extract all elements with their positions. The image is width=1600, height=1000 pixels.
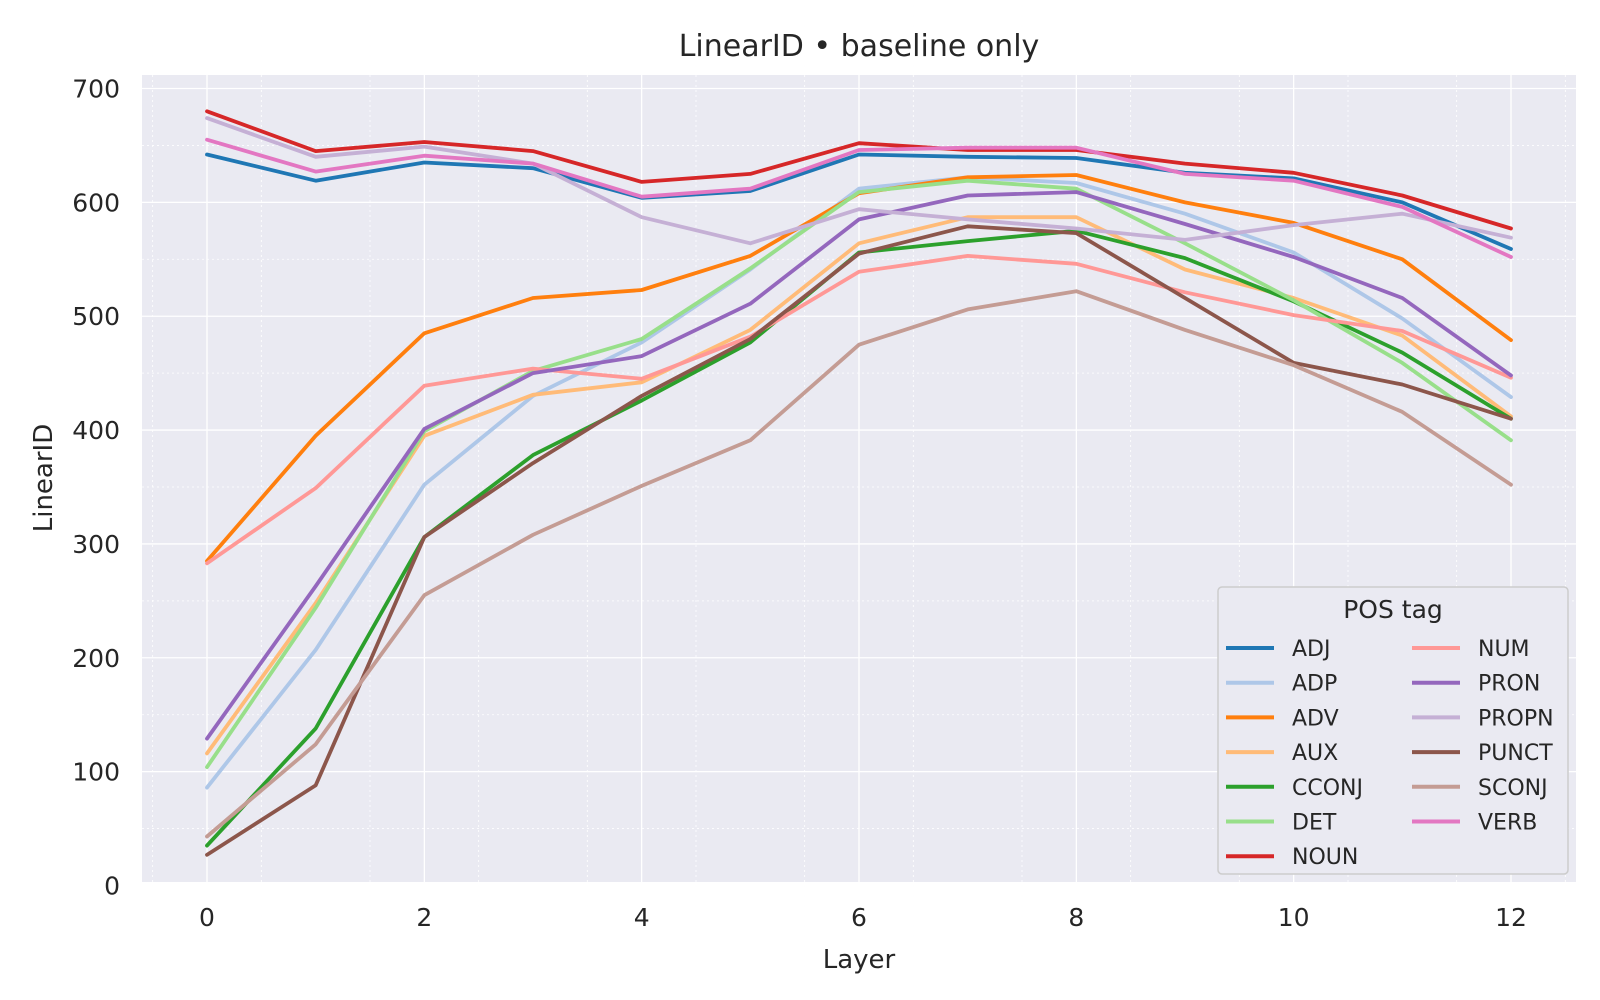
series-line-pron (205, 190, 1513, 741)
y-tick-label: 700 (72, 75, 120, 104)
legend-box (1217, 586, 1569, 875)
series-line-punct (205, 224, 1513, 857)
series-line-propn (205, 116, 1513, 246)
legend-label-adv: ADV (1292, 706, 1339, 731)
x-axis-ticks: 0 2 4 6 8 10 12 (199, 903, 1527, 932)
series-line-noun (205, 109, 1513, 231)
series-lines (205, 109, 1513, 857)
x-tick-label: 2 (416, 903, 432, 932)
legend-label-verb: VERB (1478, 811, 1537, 836)
y-axis-label: LinearID (29, 424, 59, 533)
legend-label-punct: PUNCT (1478, 741, 1553, 766)
legend-label-adj: ADJ (1292, 637, 1330, 662)
legend-title: POS tag (1343, 595, 1443, 624)
y-tick-label: 200 (72, 644, 120, 673)
legend-label-num: NUM (1478, 637, 1530, 662)
y-tick-label: 400 (72, 416, 120, 445)
legend-label-propn: PROPN (1478, 706, 1554, 731)
x-tick-label: 10 (1278, 903, 1310, 932)
chart-title: LinearID • baseline only (679, 29, 1040, 64)
x-tick-label: 4 (634, 903, 650, 932)
x-tick-label: 12 (1495, 903, 1527, 932)
series-line-num (205, 253, 1513, 566)
series-line-aux (205, 215, 1513, 756)
series-line-adp (205, 175, 1513, 790)
y-tick-label: 0 (104, 872, 120, 901)
series-line-verb (205, 137, 1513, 259)
x-tick-label: 6 (851, 903, 867, 932)
legend-label-det: DET (1292, 811, 1337, 836)
y-tick-label: 100 (72, 758, 120, 787)
series-line-adj (205, 152, 1513, 251)
x-axis-label: Layer (823, 945, 896, 975)
legend-label-adp: ADP (1292, 672, 1337, 697)
legend-label-noun: NOUN (1292, 845, 1358, 870)
x-tick-label: 8 (1068, 903, 1084, 932)
legend-label-aux: AUX (1292, 741, 1338, 766)
legend-label-pron: PRON (1478, 672, 1540, 697)
x-tick-label: 0 (199, 903, 215, 932)
legend-label-sconj: SCONJ (1478, 776, 1548, 801)
series-line-sconj (205, 289, 1513, 839)
legend-label-cconj: CCONJ (1292, 776, 1363, 801)
y-tick-label: 600 (72, 188, 120, 217)
y-tick-label: 500 (72, 302, 120, 331)
legend: POS tag ADJ ADP ADV AUX CCONJ DET NOUN NUM PRON P… (1217, 586, 1569, 875)
y-axis-ticks: 0 100 200 300 400 500 600 700 (72, 75, 120, 901)
y-tick-label: 300 (72, 530, 120, 559)
